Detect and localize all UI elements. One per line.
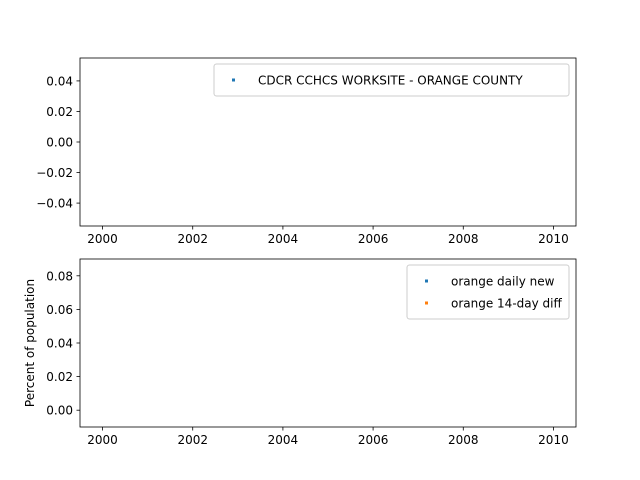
- bottom-subplot-x-tick-label: 2010: [538, 433, 569, 447]
- bottom-subplot-x-tick-label: 2002: [177, 433, 208, 447]
- bottom-subplot-y-tick-label: 0.02: [46, 370, 73, 384]
- bottom-subplot-frame: [79, 258, 577, 428]
- bottom-subplot: 2000 2002 2004 2006 2008 2010 0.00 0.02 0.04 0.06…: [23, 258, 577, 447]
- bottom-subplot-legend-marker: [425, 279, 428, 283]
- top-subplot-x-tick-label: 2000: [87, 232, 118, 246]
- bottom-subplot-legend-label: orange daily new: [451, 275, 555, 289]
- top-subplot-legend-label: CDCR CCHCS WORKSITE - ORANGE COUNTY: [258, 74, 523, 88]
- bottom-subplot-x-tick-label: 2004: [268, 433, 299, 447]
- top-subplot-y-tick-label: 0.04: [46, 74, 73, 88]
- bottom-subplot-legend-label: orange 14-day diff: [451, 297, 562, 311]
- bottom-subplot-legend: orange daily new orange 14-day diff: [406, 264, 570, 320]
- bottom-subplot-legend-marker: [425, 301, 428, 305]
- bottom-subplot-ticks: 2000 2002 2004 2006 2008 2010 0.00 0.02 0.04 0.06…: [46, 269, 568, 447]
- top-subplot-legend: CDCR CCHCS WORKSITE - ORANGE COUNTY: [213, 63, 570, 97]
- top-subplot-ticks: 2000 2002 2004 2006 2008 2010 −0.04 −0.02 0.00 0.…: [36, 74, 569, 246]
- top-subplot-frame: [79, 57, 577, 227]
- bottom-subplot-x-tick-label: 2000: [87, 433, 118, 447]
- top-subplot: 2000 2002 2004 2006 2008 2010 −0.04 −0.02 0.00 0.…: [36, 57, 577, 246]
- top-subplot-x-tick-label: 2006: [358, 232, 389, 246]
- bottom-subplot-y-tick-label: 0.06: [46, 303, 73, 317]
- bottom-subplot-y-axis-label: Percent of population: [23, 279, 37, 407]
- bottom-subplot-y-tick-label: 0.08: [46, 269, 73, 283]
- top-subplot-x-tick-label: 2010: [538, 232, 569, 246]
- top-subplot-x-tick-label: 2002: [177, 232, 208, 246]
- top-subplot-y-tick-label: 0.02: [46, 105, 73, 119]
- bottom-subplot-x-tick-label: 2008: [448, 433, 479, 447]
- top-subplot-y-tick-label: −0.04: [36, 197, 73, 211]
- top-subplot-x-tick-label: 2004: [268, 232, 299, 246]
- bottom-subplot-y-tick-label: 0.00: [46, 404, 73, 418]
- top-subplot-legend-marker: [232, 78, 235, 82]
- bottom-subplot-x-tick-label: 2006: [358, 433, 389, 447]
- top-subplot-y-tick-label: −0.02: [36, 166, 73, 180]
- top-subplot-x-tick-label: 2008: [448, 232, 479, 246]
- bottom-subplot-legend-box: [406, 264, 570, 320]
- bottom-subplot-y-tick-label: 0.04: [46, 337, 73, 351]
- top-subplot-legend-box: [213, 63, 570, 97]
- top-subplot-y-tick-label: 0.00: [46, 136, 73, 150]
